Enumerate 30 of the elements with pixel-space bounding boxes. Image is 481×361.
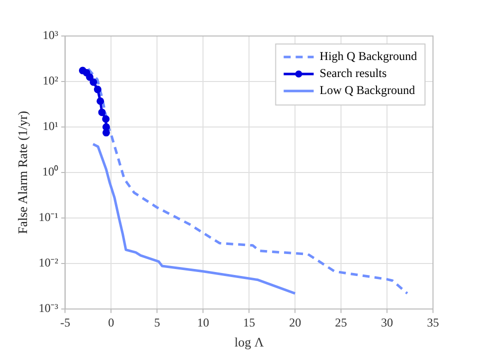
y-axis-title: False Alarm Rate (1/yr) (15, 110, 30, 234)
point (94, 86, 102, 94)
x-tick-label: 15 (243, 315, 256, 330)
y-tick-label: 10¹ (42, 119, 59, 134)
point (90, 78, 98, 86)
y-tick-label: 10⁰ (42, 164, 58, 179)
x-tick-label: 35 (427, 315, 439, 330)
y-tick-label: 10⁻¹ (38, 210, 59, 224)
x-tick-label: 0 (108, 315, 114, 330)
point (96, 97, 104, 105)
legend-label: Search results (320, 66, 387, 80)
legend-label: High Q Background (320, 49, 418, 64)
x-tick-label: 20 (289, 315, 302, 330)
point (86, 73, 94, 81)
point (102, 123, 110, 131)
y-tick-label: 10⁻² (38, 256, 59, 270)
x-tick-label: -5 (60, 315, 70, 330)
y-tick-label: 10² (42, 74, 59, 88)
x-tick-label: 30 (381, 315, 394, 330)
y-tick-label: 10⁻³ (38, 301, 59, 316)
x-tick-label: 25 (335, 315, 348, 330)
point (102, 128, 110, 136)
y-tick-label: 10³ (42, 28, 59, 42)
x-axis-title: log Λ (234, 334, 264, 350)
point (82, 68, 90, 76)
point (98, 108, 106, 116)
legend-label: Low Q Background (320, 83, 416, 98)
x-tick-label: 10 (197, 315, 210, 330)
point (102, 115, 110, 123)
x-tick-label: 5 (154, 315, 160, 330)
